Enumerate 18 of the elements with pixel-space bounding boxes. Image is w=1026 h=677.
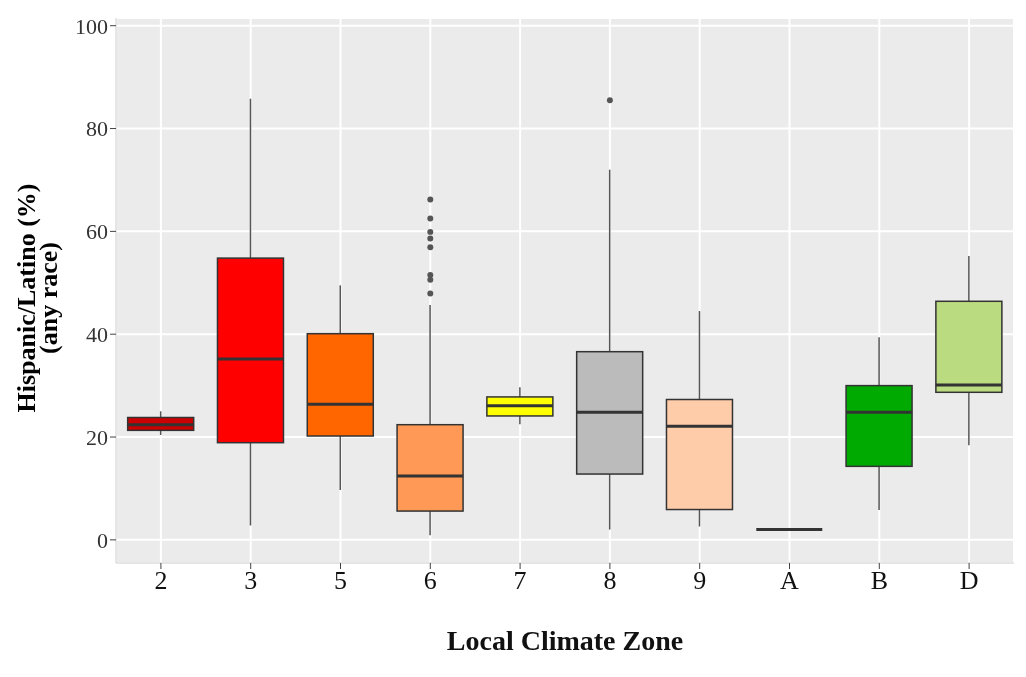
x-tick-label: 5 xyxy=(334,566,347,596)
y-axis-title: Hispanic/Latino (%) (any race) xyxy=(12,183,64,413)
x-tick-label: B xyxy=(870,566,888,596)
x-tick-label: D xyxy=(959,566,979,596)
y-tick-label: 20 xyxy=(86,424,108,450)
x-tick-label: A xyxy=(780,566,800,596)
x-tick-label: 6 xyxy=(423,566,437,596)
y-tick-label: 60 xyxy=(86,219,108,245)
y-tick-label: 80 xyxy=(86,116,108,142)
x-tick-label: 3 xyxy=(244,566,258,596)
y-tick-label: 40 xyxy=(86,322,108,348)
x-tick-label: 7 xyxy=(513,566,527,596)
x-tick-label: 2 xyxy=(154,566,168,596)
y-tick-label: 100 xyxy=(75,13,108,39)
y-tick-label: 0 xyxy=(97,527,108,553)
x-tick-label: 9 xyxy=(693,566,707,596)
x-axis-title: Local Climate Zone xyxy=(446,625,684,656)
x-tick-label: 8 xyxy=(603,566,617,596)
